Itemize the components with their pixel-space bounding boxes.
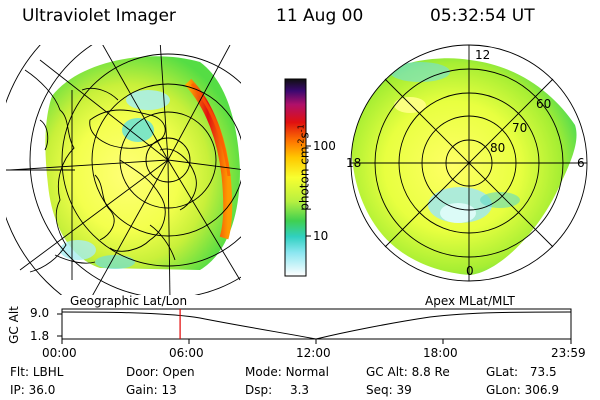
flt-label: Flt: [10, 365, 29, 379]
dsp-value: 3.3 [289, 383, 310, 397]
ip-label: IP: [10, 383, 25, 397]
info-filter: Flt: LBHL [10, 365, 63, 379]
info-door: Door: Open [126, 365, 195, 379]
colorbar [284, 78, 307, 277]
ip-value: 36.0 [28, 383, 56, 397]
info-gain: Gain: 13 [126, 383, 177, 397]
colorbar-label: photon cm-2s-1 [297, 108, 312, 228]
flt-value: LBHL [32, 365, 64, 379]
mode-value: Normal [285, 365, 329, 379]
gcalt-value: 8.8 Re [411, 365, 450, 379]
mlt-label-0: 0 [466, 264, 474, 278]
time-label: 05:32:54 UT [430, 6, 535, 26]
glat-value: 73.5 [529, 365, 557, 379]
colorbar-label-exp1: -2 [296, 138, 306, 147]
dsp-label: Dsp: [245, 383, 273, 397]
seq-value: 39 [396, 383, 412, 397]
info-seq: Seq: 39 [366, 383, 412, 397]
door-label: Door: [126, 365, 159, 379]
info-dsp: Dsp: 3.3 [245, 383, 309, 397]
mlat-label-60: 60 [536, 97, 552, 111]
altitude-tick-top: 9.0 [30, 306, 50, 320]
info-gc-alt: GC Alt: 8.8 Re [366, 365, 450, 379]
info-ip: IP: 36.0 [10, 383, 55, 397]
left-panel-caption: Geographic Lat/Lon [70, 294, 188, 308]
time-tick-2359: 23:59 [551, 346, 586, 360]
colorbar-tick-100: 100 [313, 139, 336, 153]
gain-value: 13 [161, 383, 177, 397]
time-tick-0600: 06:00 [169, 346, 204, 360]
seq-label: Seq: [366, 383, 393, 397]
info-glon: GLon: 306.9 [486, 383, 559, 397]
mlt-label-18: 18 [346, 156, 362, 170]
time-tick-1800: 18:00 [423, 346, 458, 360]
date-label: 11 Aug 00 [276, 6, 364, 26]
mlat-label-80: 80 [490, 141, 506, 155]
altitude-plot [57, 308, 572, 344]
geographic-image [6, 45, 241, 295]
colorbar-label-exp2: -1 [296, 124, 306, 133]
time-tick-1200: 12:00 [296, 346, 331, 360]
apex-image [350, 44, 588, 282]
glat-label: GLat: [486, 365, 519, 379]
gcalt-label: GC Alt: [366, 365, 408, 379]
right-panel-caption: Apex MLat/MLT [425, 294, 515, 308]
colorbar-tick-10: 10 [313, 229, 329, 243]
door-value: Open [162, 365, 195, 379]
glon-value: 306.9 [524, 383, 559, 397]
info-glat: GLat: 73.5 [486, 365, 557, 379]
info-mode: Mode: Normal [245, 365, 329, 379]
colorbar-label-unit2: s [297, 132, 312, 139]
altitude-tick-bottom: 1.8 [30, 329, 50, 343]
mlt-label-6: 6 [577, 156, 585, 170]
mlt-label-12: 12 [475, 48, 491, 62]
instrument-title: Ultraviolet Imager [22, 6, 176, 26]
glon-label: GLon: [486, 383, 521, 397]
mode-label: Mode: [245, 365, 282, 379]
colorbar-label-unit: photon cm [297, 146, 312, 211]
time-tick-0000: 00:00 [42, 346, 77, 360]
altitude-axis-label: GC Alt [7, 306, 21, 344]
mlat-label-70: 70 [512, 121, 528, 135]
gain-label: Gain: [126, 383, 158, 397]
